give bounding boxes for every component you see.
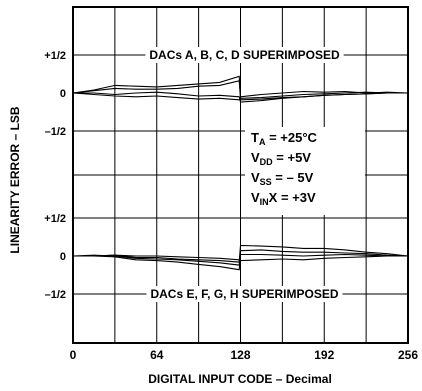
y-tick-label: 0 — [60, 251, 66, 263]
y-axis-label: LINEARITY ERROR – LSB — [8, 106, 22, 253]
x-tick-label: 192 — [314, 348, 334, 362]
x-tick-labels: 0 64 128 192 256 — [70, 348, 419, 362]
panel-annotation: DACs E, F, G, H SUPERIMPOSED — [150, 287, 338, 301]
y-tick-label: –1/2 — [45, 126, 66, 138]
x-tick-label: 0 — [70, 348, 77, 362]
test-conditions-box: TA = +25°C VDD = +5V VSS = – 5V VINX = +3V — [245, 127, 365, 215]
panel-annotation: DACs A, B, C, D SUPERIMPOSED — [149, 48, 340, 62]
series-line-bottom-4 — [73, 254, 408, 262]
condition-line: VINX = +3V — [251, 190, 316, 207]
condition-line: VDD = +5V — [251, 150, 311, 167]
x-tick-label: 256 — [398, 348, 418, 362]
y-tick-label: 0 — [60, 88, 66, 100]
panel-bottom: +1/2 0 –1/2 DACs E, F, G, H SUPERIMPOSED — [44, 213, 409, 302]
conditions-background — [245, 127, 365, 215]
x-tick-label: 128 — [230, 348, 250, 362]
x-axis-label: DIGITAL INPUT CODE – Decimal — [148, 372, 332, 386]
y-tick-label: –1/2 — [45, 289, 66, 301]
panel-top: +1/2 0 –1/2 DACs A, B, C, D SUPERIMPOSED — [44, 47, 409, 176]
condition-line: TA = +25°C — [251, 130, 318, 147]
x-tick-label: 64 — [150, 348, 164, 362]
annotation-background — [146, 286, 343, 302]
series-line-bottom-3 — [73, 253, 408, 271]
y-tick-label: +1/2 — [44, 213, 66, 225]
series-line-top-4 — [72, 92, 408, 101]
y-tick-label: +1/2 — [44, 50, 66, 62]
condition-line: VSS = – 5V — [251, 170, 314, 187]
annotation-background — [145, 47, 344, 63]
series-line-top-2 — [72, 80, 408, 99]
